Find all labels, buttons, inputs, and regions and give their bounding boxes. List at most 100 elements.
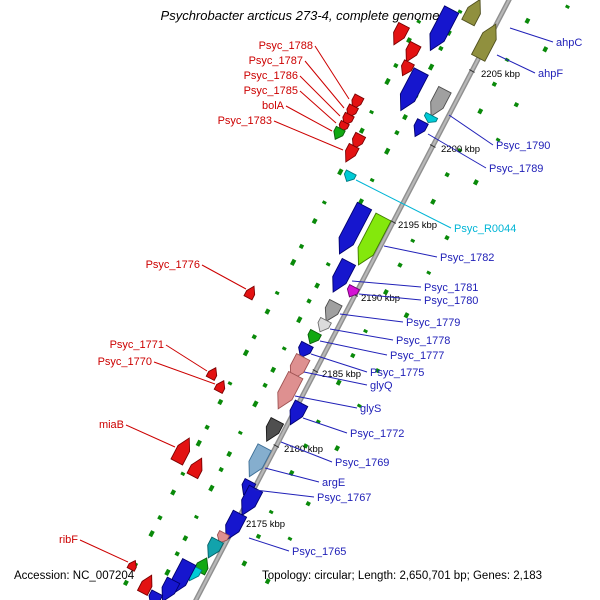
gene-arrow[interactable] — [394, 67, 429, 114]
leader-line — [509, 27, 554, 43]
gene-label-glyQ[interactable]: glyQ — [370, 380, 393, 392]
gene-label-Psyc_1779[interactable]: Psyc_1779 — [406, 317, 460, 329]
gene-arrow-miaB[interactable] — [170, 435, 195, 466]
gene-arrow[interactable] — [145, 589, 164, 600]
leader-line — [496, 54, 536, 74]
gene-label-Psyc_1780[interactable]: Psyc_1780 — [424, 295, 478, 307]
gene-arrow-Psyc_1765[interactable] — [219, 509, 248, 544]
leader-line — [314, 45, 350, 100]
accession-text: Accession: NC_007204 — [14, 570, 135, 582]
gene-label-Psyc_1767[interactable]: Psyc_1767 — [317, 492, 371, 504]
leader-line — [125, 424, 176, 448]
gene-label-Psyc_1782[interactable]: Psyc_1782 — [440, 252, 494, 264]
gene-arrow-ahpC[interactable] — [461, 0, 486, 27]
gene-label-Psyc_1770[interactable]: Psyc_1770 — [98, 356, 152, 368]
orf-density-lane — [150, 0, 469, 600]
gene-label-Psyc_1786[interactable]: Psyc_1786 — [244, 70, 298, 82]
leader-line — [383, 245, 438, 258]
gene-arrow[interactable] — [332, 201, 373, 257]
leader-line — [310, 353, 368, 373]
gene-arrow[interactable] — [215, 529, 231, 546]
gene-label-bolA[interactable]: bolA — [262, 100, 285, 112]
leader-line — [79, 539, 129, 563]
gene-label-Psyc_1785[interactable]: Psyc_1785 — [244, 85, 298, 97]
scale-label: 2185 kbp — [322, 369, 361, 380]
gene-label-Psyc_1789[interactable]: Psyc_1789 — [489, 163, 543, 175]
scale-tick — [469, 69, 475, 73]
topology-text: Topology: circular; Length: 2,650,701 bp… — [262, 570, 543, 582]
gene-arrow-Psyc_1778[interactable] — [315, 316, 332, 334]
gene-arrow-bolA[interactable] — [331, 125, 346, 141]
gene-arrow[interactable] — [136, 573, 156, 597]
scale-label: 2190 kbp — [361, 293, 400, 304]
scale-tick — [312, 369, 319, 373]
gene-arrow-Psyc_1781[interactable] — [326, 257, 357, 295]
gene-arrow-Psyc_1771[interactable] — [205, 366, 220, 382]
leader-line — [201, 264, 247, 290]
leader-line — [329, 328, 394, 341]
leader-line — [280, 441, 333, 463]
gene-label-ahpF[interactable]: ahpF — [538, 68, 563, 80]
gene-arrow[interactable] — [203, 536, 225, 561]
gene-arrow-Psyc_1769[interactable] — [260, 416, 285, 445]
gene-label-Psyc_1769[interactable]: Psyc_1769 — [335, 457, 389, 469]
gene-arrow-ribF[interactable] — [126, 559, 139, 572]
scale-label: 2200 kbp — [441, 144, 480, 155]
gene-arrow-Psyc_1775[interactable] — [295, 340, 314, 360]
leader-line — [351, 280, 422, 288]
leader-line — [299, 90, 337, 124]
gene-label-ahpC[interactable]: ahpC — [556, 37, 582, 49]
gene-arrow-argE[interactable] — [243, 443, 272, 480]
leader-line — [302, 417, 348, 434]
gene-arrow-Psyc_1770[interactable] — [213, 379, 228, 395]
gene-arrow[interactable] — [398, 59, 415, 78]
gene-label-Psyc_1777[interactable]: Psyc_1777 — [390, 350, 444, 362]
gene-label-argE[interactable]: argE — [322, 477, 345, 489]
scale-label: 2195 kbp — [398, 220, 437, 231]
leader-line — [264, 467, 320, 483]
gene-label-Psyc_1765[interactable]: Psyc_1765 — [292, 546, 346, 558]
leader-line — [303, 371, 368, 386]
gene-label-Psyc_1781[interactable]: Psyc_1781 — [424, 282, 478, 294]
gene-label-glyS[interactable]: glyS — [360, 403, 381, 415]
gene-label-Psyc_1788[interactable]: Psyc_1788 — [259, 40, 313, 52]
gene-arrow[interactable] — [348, 131, 367, 151]
gene-label-Psyc_1787[interactable]: Psyc_1787 — [249, 55, 303, 67]
gene-arrow[interactable] — [156, 576, 181, 600]
gene-label-ribF[interactable]: ribF — [59, 534, 78, 546]
gene-arrow[interactable] — [186, 455, 207, 480]
gene-arrow-Psyc_R0044[interactable] — [342, 169, 357, 184]
gene-label-Psyc_1790[interactable]: Psyc_1790 — [496, 140, 550, 152]
gene-label-Psyc_1772[interactable]: Psyc_1772 — [350, 428, 404, 440]
gene-arrow[interactable] — [389, 21, 411, 47]
gene-arrow[interactable] — [422, 111, 439, 125]
gene-label-miaB[interactable]: miaB — [99, 419, 124, 431]
gene-arrow-Psyc_1780[interactable] — [345, 283, 361, 300]
gene-label-Psyc_1778[interactable]: Psyc_1778 — [396, 335, 450, 347]
leader-line — [254, 489, 315, 498]
scale-label: 2205 kbp — [481, 69, 520, 80]
gene-arrow-Psyc_1777[interactable] — [305, 328, 322, 346]
scale-label: 2175 kbp — [246, 519, 285, 530]
gene-arrow-Psyc_1789[interactable] — [410, 118, 429, 140]
gene-label-Psyc_1783[interactable]: Psyc_1783 — [218, 115, 272, 127]
gene-label-Psyc_1775[interactable]: Psyc_1775 — [370, 367, 424, 379]
gene-label-Psyc_R0044[interactable]: Psyc_R0044 — [454, 223, 516, 235]
gene-arrow-Psyc_1790[interactable] — [425, 85, 452, 119]
leader-line — [304, 60, 345, 109]
gene-arrow-Psyc_1782[interactable] — [351, 212, 392, 269]
gene-arrow-ahpF[interactable] — [470, 21, 503, 62]
gene-arrow-Psyc_1772[interactable] — [284, 399, 309, 428]
gene-label-Psyc_1776[interactable]: Psyc_1776 — [146, 259, 200, 271]
gene-arrow-Psyc_1779[interactable] — [320, 298, 343, 324]
leader-line — [153, 361, 216, 385]
gene-label-Psyc_1771[interactable]: Psyc_1771 — [110, 339, 164, 351]
gene-arrow-glyS[interactable] — [271, 370, 304, 412]
gene-arrow-Psyc_1776[interactable] — [243, 284, 258, 301]
gene-arrow[interactable] — [401, 40, 422, 64]
leader-line — [358, 293, 422, 301]
gene-arrow[interactable] — [423, 5, 460, 54]
gene-arrow-Psyc_1783[interactable] — [341, 142, 360, 164]
